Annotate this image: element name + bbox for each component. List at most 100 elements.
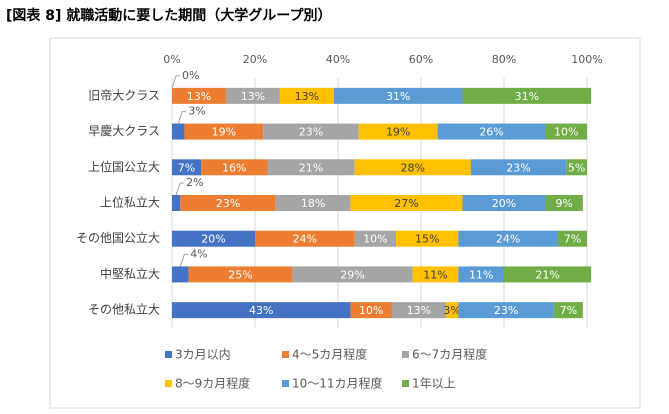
- legend-label: 3カ月以内: [175, 348, 231, 362]
- bar-segment: [172, 123, 185, 140]
- bar-segment: [553, 302, 583, 319]
- bar-segment: [470, 159, 567, 176]
- bar-segment: [458, 302, 554, 319]
- bar-segment: [201, 159, 268, 176]
- bar-segment: [462, 195, 546, 211]
- bar-segment: [350, 195, 463, 211]
- x-tick-label: 40%: [326, 53, 350, 66]
- bar-segment: [184, 123, 264, 140]
- bar-segment: [172, 230, 255, 247]
- bar-segment: [566, 159, 587, 176]
- bar-segment: [396, 230, 459, 247]
- value-label: 11%: [469, 268, 493, 281]
- value-label: 23%: [506, 161, 530, 174]
- chart-title: [図表 8] 就職活動に要した期間（大学グループ別）: [6, 7, 331, 24]
- bar-segment: [172, 87, 226, 104]
- value-label: 10%: [554, 126, 578, 139]
- value-label: 10%: [363, 233, 387, 246]
- bar-segment: [462, 87, 592, 104]
- value-label: 28%: [400, 161, 424, 174]
- value-label: 3%: [188, 105, 205, 118]
- value-label: 27%: [394, 197, 418, 210]
- value-label: 20%: [492, 197, 516, 210]
- category-label: 上位私立大: [100, 195, 160, 210]
- value-label: 31%: [515, 90, 539, 103]
- bar-segment: [412, 266, 459, 283]
- value-label: 4%: [190, 247, 207, 260]
- bar-segment: [172, 266, 189, 283]
- bar-segment: [354, 230, 397, 247]
- value-label: 19%: [212, 126, 236, 139]
- value-label: 21%: [299, 161, 323, 174]
- value-label: 16%: [222, 161, 246, 174]
- value-label: 7%: [564, 233, 581, 246]
- bar-segment: [255, 230, 355, 247]
- legend-swatch: [282, 351, 289, 358]
- leader-line: [177, 111, 187, 124]
- bar-segment: [545, 123, 587, 140]
- x-tick-label: 20%: [243, 53, 267, 66]
- bar-segment: [458, 230, 558, 247]
- legend-label: 8～9カ月程度: [175, 376, 250, 391]
- x-tick-label: 80%: [492, 53, 516, 66]
- leader-line: [179, 253, 189, 267]
- legend-swatch: [282, 380, 289, 387]
- bar-segment: [172, 195, 181, 211]
- value-label: 24%: [496, 233, 520, 246]
- value-label: 13%: [407, 304, 431, 317]
- legend-label: 1年以上: [412, 377, 456, 391]
- legend-label: 4～5カ月程度: [292, 347, 367, 362]
- legend-swatch: [165, 380, 172, 387]
- value-label: 10%: [359, 304, 383, 317]
- category-label: 早慶大クラス: [88, 124, 160, 138]
- bar-segment: [557, 230, 587, 247]
- value-label: 23%: [216, 197, 240, 210]
- value-label: 25%: [228, 268, 252, 281]
- value-label: 29%: [340, 268, 364, 281]
- bar-segment: [437, 123, 546, 140]
- value-label: 15%: [415, 233, 439, 246]
- value-label: 23%: [299, 126, 323, 139]
- bar-segment: [391, 302, 446, 319]
- value-label: 19%: [386, 126, 410, 139]
- category-label: 上位国公立大: [88, 159, 160, 174]
- bar-segment: [292, 266, 413, 283]
- leader-line: [175, 182, 185, 196]
- value-label: 3%: [443, 304, 460, 317]
- bar-segment: [267, 159, 355, 176]
- bar-segment: [172, 159, 202, 176]
- legend-label: 6～7カ月程度: [412, 347, 487, 362]
- value-label: 11%: [423, 268, 447, 281]
- bar-segment: [279, 87, 334, 104]
- bar-segment: [504, 266, 592, 283]
- bar-segment: [180, 195, 276, 211]
- bar-segment: [445, 302, 459, 319]
- value-label: 0%: [182, 69, 199, 82]
- value-label: 5%: [568, 161, 585, 174]
- bar-segment: [354, 159, 471, 176]
- value-label: 13%: [295, 90, 319, 103]
- value-label: 21%: [535, 268, 559, 281]
- bar-segment: [458, 266, 504, 283]
- bar-segment: [350, 302, 392, 319]
- value-label: 7%: [560, 304, 577, 317]
- value-label: 13%: [187, 90, 211, 103]
- value-label: 24%: [293, 233, 317, 246]
- category-label: 中堅私立大: [100, 266, 160, 281]
- value-label: 23%: [494, 304, 518, 317]
- x-tick-label: 100%: [571, 53, 602, 66]
- bar-segment: [172, 302, 351, 319]
- category-label: その他国公立大: [76, 230, 160, 245]
- leader-line: [171, 75, 180, 89]
- value-label: 9%: [555, 197, 572, 210]
- x-tick-label: 0%: [163, 53, 180, 66]
- value-label: 18%: [301, 197, 325, 210]
- value-label: 13%: [241, 90, 265, 103]
- legend-label: 10～11カ月程度: [292, 376, 383, 391]
- value-label: 31%: [386, 90, 410, 103]
- x-tick-label: 60%: [409, 53, 433, 66]
- bar-segment: [358, 123, 438, 140]
- value-label: 26%: [479, 126, 503, 139]
- bar-segment: [275, 195, 351, 211]
